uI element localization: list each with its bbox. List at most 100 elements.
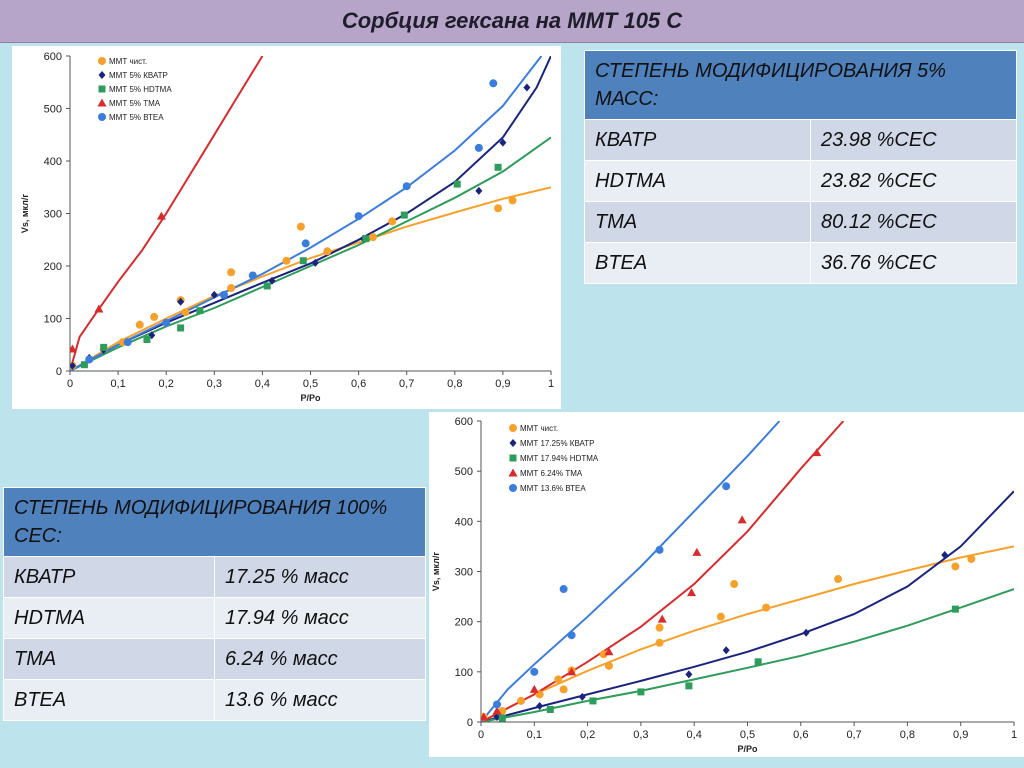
data-point (637, 688, 645, 696)
data-point (70, 344, 77, 353)
data-point (402, 182, 411, 191)
data-point (227, 268, 236, 277)
table-row: BTEA 13.6 % масс (3, 679, 426, 721)
data-point (181, 308, 190, 317)
data-point (494, 204, 503, 213)
table-row: BTEA 36.76 %CEC (584, 242, 1017, 284)
data-point (604, 661, 613, 670)
y-axis-label: Vs, мкл/г (20, 194, 30, 233)
table-cell-value: 23.98 %CEC (810, 119, 1017, 161)
x-tick-label: 0,1 (527, 729, 542, 741)
table-cell-value: 17.94 % масс (214, 597, 426, 639)
data-point (546, 705, 554, 713)
data-point (162, 318, 171, 327)
legend-label: ММТ 5% КВАТР (109, 71, 168, 80)
x-tick-label: 0,4 (255, 378, 270, 390)
x-tick-label: 0,2 (159, 378, 174, 390)
table-cell-name: КВАТР (584, 119, 811, 161)
table-cell-name: TMA (584, 201, 811, 243)
x-axis-label: P/Po (300, 393, 321, 403)
data-point (489, 79, 498, 88)
series-curve (481, 588, 1014, 722)
data-point (227, 284, 236, 293)
series-curve (481, 421, 845, 722)
data-point (499, 138, 507, 147)
chart-5pct: 0 0,1 0,2 0,3 0,4 0,5 0,6 0,7 0,8 0,9 1 0 100 200 300 4… (20, 51, 554, 403)
x-tick-label: 0,4 (687, 729, 702, 741)
series-curve (481, 545, 1014, 722)
data-point (100, 343, 108, 351)
y-tick-label: 400 (455, 516, 473, 528)
data-point (567, 667, 577, 676)
y-tick-label: 100 (455, 667, 473, 679)
data-point (296, 222, 305, 231)
table-cell-name: HDTMA (3, 597, 215, 639)
table-cell-name: TMA (3, 638, 215, 680)
series-curve (70, 56, 551, 371)
x-tick-label: 0,5 (303, 378, 318, 390)
y-tick-label: 0 (56, 366, 62, 378)
data-point (156, 211, 166, 220)
data-point (498, 714, 506, 722)
x-tick-label: 0 (478, 729, 484, 741)
x-tick-label: 0,1 (110, 378, 125, 390)
data-point (599, 650, 608, 659)
y-tick-label: 600 (455, 416, 473, 428)
x-tick-label: 0,3 (633, 729, 648, 741)
table-row: HDTMA 17.94 % масс (3, 597, 426, 639)
data-point (248, 271, 257, 280)
data-point (493, 712, 501, 721)
table-5pct: СТЕПЕНЬ МОДИФИЦИРОВАНИЯ 5% МАСС: КВАТР 2… (584, 50, 1017, 284)
y-tick-label: 200 (44, 261, 62, 273)
y-tick-label: 300 (455, 567, 473, 579)
data-point (523, 83, 531, 92)
data-point (722, 646, 730, 655)
table-cell-value: 23.82 %CEC (810, 160, 1017, 202)
data-point (685, 670, 693, 679)
table-cell-name: BTEA (584, 242, 811, 284)
data-point (951, 605, 959, 613)
table-100cec: СТЕПЕНЬ МОДИФИЦИРОВАНИЯ 100% CEC: КВАТР … (3, 487, 426, 721)
y-axis-label: Vs, мкл/г (431, 552, 441, 591)
x-tick-label: 1 (1011, 729, 1017, 741)
data-point (692, 547, 702, 556)
data-point (494, 163, 502, 171)
x-tick-label: 0,8 (900, 729, 915, 741)
table-row: HDTMA 23.82 %CEC (584, 160, 1017, 202)
data-point (655, 623, 664, 632)
data-point (530, 667, 539, 676)
plot-area (481, 421, 1014, 722)
legend-label: ММТ чист. (520, 424, 558, 433)
y-tick-label: 600 (44, 51, 62, 63)
table-cell-name: BTEA (3, 679, 215, 721)
data-point (812, 448, 822, 457)
data-point (492, 706, 502, 715)
x-tick-label: 0,2 (580, 729, 595, 741)
data-point (143, 336, 151, 343)
y-tick-label: 200 (455, 617, 473, 629)
data-point (951, 562, 960, 571)
data-point (453, 180, 461, 188)
data-point (492, 700, 501, 709)
legend-marker (98, 113, 106, 121)
data-point (730, 580, 739, 589)
data-point (123, 338, 132, 347)
legend-label: ММТ 5% ТМА (109, 99, 161, 108)
x-tick-label: 0,6 (351, 378, 366, 390)
data-point (967, 554, 976, 563)
x-tick-label: 0,7 (846, 729, 861, 741)
data-point (529, 684, 539, 693)
data-point (474, 143, 483, 152)
data-point (516, 696, 525, 705)
data-point (177, 297, 185, 306)
legend-marker (98, 57, 106, 65)
legend-marker (98, 85, 106, 93)
legend-label: ММТ 17.25% КВАТР (520, 439, 594, 448)
x-tick-label: 0,3 (207, 378, 222, 390)
legend-marker (509, 439, 517, 447)
x-axis-label: P/Po (737, 744, 758, 754)
plot-area (70, 56, 551, 371)
series-curve (70, 56, 543, 371)
data-point (578, 692, 586, 701)
legend-marker (509, 454, 517, 462)
